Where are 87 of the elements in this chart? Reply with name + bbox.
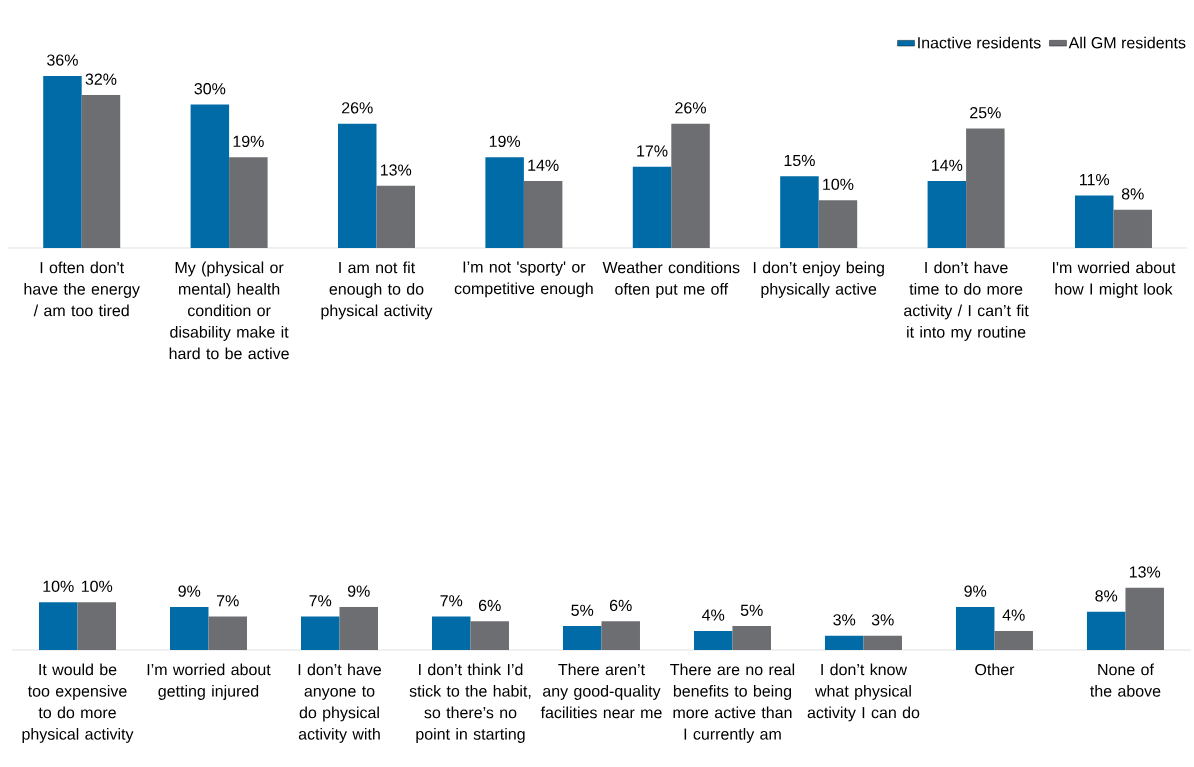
data-label: 6% bbox=[609, 599, 632, 612]
x-tick-label: There aren’t any good-quality facilities near me bbox=[540, 663, 662, 719]
x-tick-label: None of the above bbox=[1090, 663, 1161, 697]
bar bbox=[927, 181, 967, 248]
x-tick-label: I am not fit enough to do physical activity bbox=[321, 261, 433, 320]
data-label: 5% bbox=[571, 604, 594, 616]
bar bbox=[229, 157, 268, 248]
x-tick-label: Other bbox=[975, 663, 1015, 676]
data-label: 26% bbox=[675, 102, 706, 114]
data-label: 13% bbox=[1129, 566, 1161, 578]
data-label: 17% bbox=[637, 145, 668, 157]
data-label: 7% bbox=[309, 595, 332, 607]
bar bbox=[338, 123, 377, 248]
data-label: 4% bbox=[702, 609, 725, 621]
bar bbox=[485, 157, 524, 248]
bar bbox=[966, 128, 1005, 248]
data-label: 7% bbox=[217, 595, 239, 607]
x-tick-label: There are no real benefits to being more active than I currently am bbox=[670, 663, 795, 743]
data-label: 19% bbox=[233, 135, 264, 147]
data-label: 14% bbox=[932, 159, 963, 171]
bar bbox=[376, 185, 415, 248]
bar bbox=[169, 606, 209, 650]
bar bbox=[81, 95, 121, 248]
bar bbox=[863, 635, 902, 650]
bar bbox=[470, 621, 509, 650]
bar bbox=[523, 181, 563, 248]
data-label: 5% bbox=[740, 604, 763, 616]
bar bbox=[1074, 195, 1114, 248]
data-label: 25% bbox=[970, 106, 1001, 119]
x-tick-label: I don’t have time to do more activity / I can’t fit it into my routine bbox=[904, 261, 1029, 341]
x-tick-label: I often don't have the energy / am too tired bbox=[24, 261, 140, 317]
data-label: 15% bbox=[784, 154, 815, 167]
data-label: 11% bbox=[1080, 174, 1110, 186]
bar bbox=[824, 635, 864, 650]
x-tick-label: I don’t know what physical activity I can do bbox=[807, 663, 920, 722]
x-tick-label: I don’t have anyone to do physical activity with bbox=[298, 663, 382, 743]
bar bbox=[77, 602, 116, 650]
bar bbox=[601, 621, 640, 650]
bar bbox=[300, 616, 340, 650]
legend-label: All GM residents bbox=[1068, 36, 1186, 49]
data-label: 7% bbox=[440, 595, 463, 607]
data-label: 19% bbox=[489, 135, 521, 147]
data-label: 8% bbox=[1121, 188, 1144, 200]
x-tick-label: I'm worried about how I might look bbox=[1052, 261, 1176, 298]
bar bbox=[190, 104, 230, 248]
bar bbox=[955, 606, 995, 650]
data-label: 9% bbox=[178, 585, 201, 597]
data-label: 4% bbox=[1002, 609, 1025, 621]
x-tick-label: Weather conditions often put me off bbox=[602, 261, 740, 298]
bar bbox=[431, 616, 471, 650]
data-label: 10% bbox=[81, 580, 113, 593]
bar bbox=[43, 75, 82, 248]
bar bbox=[1125, 587, 1164, 650]
x-tick-label: I don’t think I’d stick to the habit, so there’s no point in starting bbox=[409, 663, 531, 743]
bar bbox=[818, 200, 858, 248]
bar bbox=[339, 606, 378, 650]
data-label: 13% bbox=[380, 164, 412, 176]
data-label: 9% bbox=[964, 585, 987, 597]
x-tick-label: My (physical or mental) health condition or disability make it hard to be active bbox=[169, 261, 289, 360]
x-tick-label: I’m not 'sporty' or competitive enough bbox=[454, 261, 593, 298]
x-tick-label: I’m worried about getting injured bbox=[147, 663, 271, 700]
data-label: 32% bbox=[85, 73, 117, 85]
data-label: 10% bbox=[823, 178, 854, 190]
bar bbox=[994, 630, 1033, 650]
bar bbox=[780, 176, 819, 248]
x-tick-label: It would be too expensive to do more physical activity bbox=[22, 663, 134, 743]
data-label: 10% bbox=[43, 580, 74, 593]
bar bbox=[671, 123, 710, 248]
bar bbox=[562, 626, 602, 650]
bar bbox=[1086, 611, 1126, 650]
legend-label: Inactive residents bbox=[918, 36, 1041, 49]
data-label: 14% bbox=[528, 159, 559, 171]
bar bbox=[632, 166, 672, 248]
bar bbox=[39, 602, 78, 650]
data-label: 36% bbox=[47, 54, 78, 66]
data-label: 9% bbox=[347, 585, 370, 597]
data-label: 26% bbox=[342, 102, 373, 114]
x-tick-label: I don’t enjoy being physically active bbox=[753, 261, 884, 298]
bar bbox=[1113, 209, 1152, 248]
bar bbox=[693, 630, 733, 650]
data-label: 3% bbox=[871, 614, 894, 626]
data-label: 6% bbox=[478, 599, 501, 612]
data-label: 3% bbox=[833, 614, 856, 626]
data-label: 30% bbox=[194, 83, 226, 95]
bar bbox=[732, 626, 771, 650]
bar bbox=[208, 616, 247, 650]
data-label: 8% bbox=[1095, 590, 1118, 602]
